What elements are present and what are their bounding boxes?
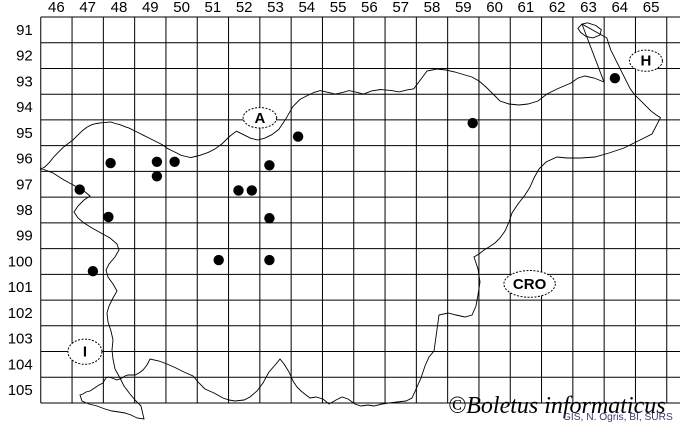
svg-text:A: A (254, 110, 265, 127)
svg-text:92: 92 (16, 48, 33, 65)
svg-text:102: 102 (8, 305, 33, 322)
svg-text:58: 58 (424, 0, 441, 16)
svg-text:48: 48 (111, 0, 128, 16)
svg-text:63: 63 (580, 0, 597, 16)
svg-text:98: 98 (16, 202, 33, 219)
svg-text:I: I (83, 344, 87, 361)
svg-text:91: 91 (16, 22, 33, 39)
svg-text:53: 53 (267, 0, 284, 16)
svg-text:49: 49 (142, 0, 159, 16)
svg-text:61: 61 (518, 0, 535, 16)
svg-text:101: 101 (8, 279, 33, 296)
svg-text:94: 94 (16, 99, 33, 116)
svg-text:62: 62 (549, 0, 566, 16)
svg-text:47: 47 (79, 0, 96, 16)
svg-text:59: 59 (455, 0, 472, 16)
svg-text:65: 65 (643, 0, 660, 16)
svg-text:104: 104 (8, 356, 33, 373)
svg-text:CRO: CRO (513, 276, 547, 293)
svg-text:97: 97 (16, 176, 33, 193)
svg-text:96: 96 (16, 151, 33, 168)
svg-text:52: 52 (236, 0, 253, 16)
svg-text:93: 93 (16, 73, 33, 90)
svg-text:103: 103 (8, 331, 33, 348)
svg-text:51: 51 (205, 0, 222, 16)
svg-text:46: 46 (48, 0, 65, 16)
svg-text:57: 57 (392, 0, 409, 16)
svg-text:64: 64 (611, 0, 628, 16)
svg-text:H: H (640, 53, 651, 70)
svg-text:54: 54 (298, 0, 315, 16)
svg-text:100: 100 (8, 253, 33, 270)
svg-text:99: 99 (16, 228, 33, 245)
svg-text:56: 56 (361, 0, 378, 16)
svg-text:55: 55 (330, 0, 347, 16)
svg-text:50: 50 (173, 0, 190, 16)
svg-text:95: 95 (16, 125, 33, 142)
svg-text:105: 105 (8, 382, 33, 399)
svg-text:60: 60 (486, 0, 503, 16)
